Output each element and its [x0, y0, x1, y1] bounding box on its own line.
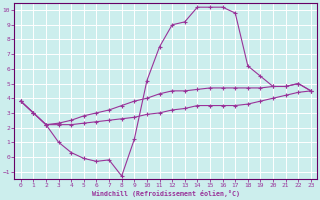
X-axis label: Windchill (Refroidissement éolien,°C): Windchill (Refroidissement éolien,°C)	[92, 190, 240, 197]
